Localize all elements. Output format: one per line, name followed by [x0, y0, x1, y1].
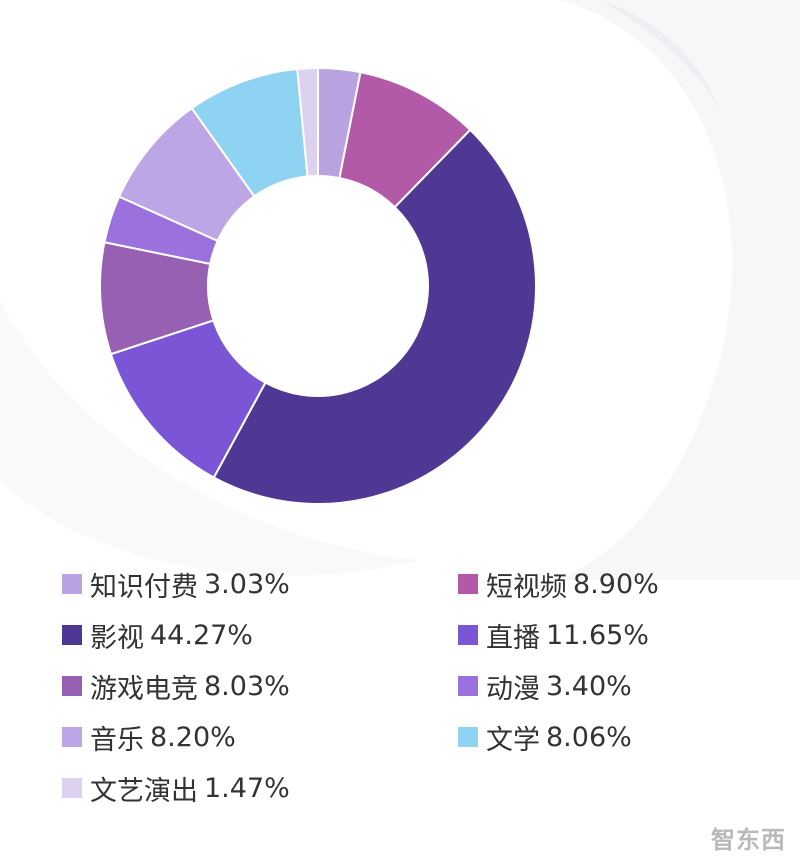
legend-label: 影视 [90, 622, 144, 654]
legend-label: 文学 [486, 724, 540, 756]
legend-item-2: 影视 44.27% [62, 617, 253, 654]
watermark-logo: 智东西 [711, 826, 786, 854]
legend-swatch [62, 625, 82, 645]
legend-value: 1.47% [204, 772, 290, 804]
legend-label: 短视频 [486, 571, 567, 603]
legend-item-7: 文学 8.06% [458, 719, 632, 756]
legend-value: 3.40% [546, 670, 632, 702]
donut-slice-2 [212, 128, 537, 505]
legend-label: 直播 [486, 622, 540, 654]
legend-swatch [62, 778, 82, 798]
legend-item-3: 直播 11.65% [458, 617, 649, 654]
legend-item-8: 文艺演出 1.47% [62, 770, 290, 807]
legend-item-0: 知识付费 3.03% [62, 566, 290, 603]
legend-value: 8.20% [150, 721, 236, 753]
legend-swatch [458, 625, 478, 645]
legend-label: 文艺演出 [90, 775, 198, 807]
legend-swatch [458, 727, 478, 747]
legend-value: 44.27% [150, 619, 253, 651]
donut-slice-8 [296, 66, 319, 178]
legend-swatch [458, 676, 478, 696]
legend-label: 游戏电竞 [90, 673, 198, 705]
legend-item-6: 音乐 8.20% [62, 719, 236, 756]
legend-swatch [458, 574, 478, 594]
legend-label: 知识付费 [90, 571, 198, 603]
legend-value: 11.65% [546, 619, 649, 651]
legend-value: 8.03% [204, 670, 290, 702]
legend-label: 音乐 [90, 724, 144, 756]
legend-swatch [62, 574, 82, 594]
legend-swatch [62, 676, 82, 696]
legend-item-4: 游戏电竞 8.03% [62, 668, 290, 705]
legend-value: 8.06% [546, 721, 632, 753]
legend-item-1: 短视频 8.90% [458, 566, 659, 603]
legend-swatch [62, 727, 82, 747]
legend-value: 8.90% [573, 568, 659, 600]
legend-label: 动漫 [486, 673, 540, 705]
legend-item-5: 动漫 3.40% [458, 668, 632, 705]
legend-value: 3.03% [204, 568, 290, 600]
